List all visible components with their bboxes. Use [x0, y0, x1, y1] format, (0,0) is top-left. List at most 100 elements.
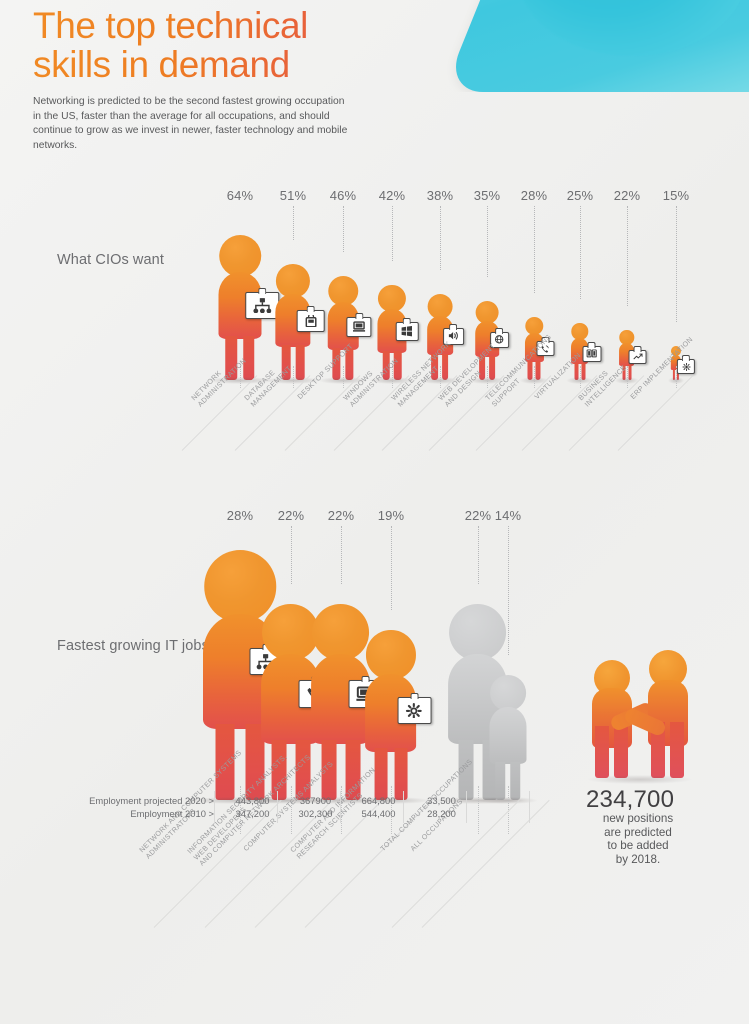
chart1-figure-column: [468, 279, 510, 384]
person-head: [671, 346, 681, 356]
table-row: Employment 2010 > 347,200 302,300 544,400 28…: [62, 807, 473, 820]
person-head: [366, 630, 416, 680]
desktop-icon: [346, 316, 372, 337]
person-leg: [581, 362, 586, 380]
employment-cell: 347,200: [235, 808, 270, 819]
chart2-value-label: 19%: [377, 508, 405, 523]
chart1-axis-tick: [534, 366, 536, 388]
chart2-axis-tick: [291, 786, 293, 834]
chart1-axis-tick: [627, 366, 629, 388]
person-leg: [243, 335, 255, 380]
person-figure: [369, 284, 419, 384]
chart1-leader-line: [534, 206, 535, 293]
employment-table-divider: [403, 791, 404, 823]
chart1-axis-tick: [293, 366, 295, 388]
person-leg: [345, 740, 361, 800]
chart2-value-label: 28%: [226, 508, 254, 523]
chart1-leader-line: [676, 206, 677, 323]
handshake-leg-right-a: [651, 722, 665, 778]
chart1-leader-line: [487, 206, 488, 277]
chart1-axis-tick: [676, 366, 678, 388]
person-leg: [628, 364, 632, 380]
employment-cell: 302,300: [298, 808, 333, 819]
person-leg: [295, 344, 305, 380]
employment-cell: 367900: [299, 795, 332, 806]
handshake-illustration: [586, 648, 696, 784]
person-shadow: [432, 797, 524, 804]
person-head: [262, 603, 320, 661]
chart1-value-label: 28%: [520, 188, 548, 203]
chart2-leader-line: [508, 526, 509, 655]
chart1-value-label: 22%: [613, 188, 641, 203]
employment-cell: 664,800: [361, 795, 396, 806]
person-body: [475, 320, 499, 358]
person-leg: [374, 748, 388, 800]
chart2-leader-line: [391, 526, 392, 611]
chart1-figure-column: [419, 272, 465, 384]
person-leg: [676, 369, 680, 380]
chart1-value-label: 35%: [473, 188, 501, 203]
employment-table-divider: [340, 791, 341, 823]
person-leg: [382, 350, 390, 380]
person-leg: [535, 360, 541, 380]
chart2-axis-tick: [240, 786, 242, 834]
person-figure: [566, 323, 602, 384]
chart1-figure-column: [615, 308, 647, 384]
person-head: [312, 603, 370, 661]
employment-cell: 28,200: [427, 808, 456, 819]
database-icon: [297, 309, 325, 333]
wireless-icon: [443, 327, 465, 345]
callout-number: 234,700: [586, 786, 675, 813]
person-figure: [351, 630, 432, 804]
employment-row-label: Employment projected 2020 >: [89, 795, 214, 806]
person-head: [619, 330, 635, 345]
handshake-person-right: [622, 650, 694, 778]
chart1-leader-line: [627, 206, 628, 307]
chart2-value-label: 22%: [464, 508, 492, 523]
person-leg: [281, 344, 291, 380]
handshake-leg-right-b: [670, 722, 684, 778]
person-leg: [271, 740, 287, 800]
person-leg: [622, 364, 626, 380]
person-shadow: [566, 377, 594, 384]
headline-block: The top technical skills in demand Netwo…: [33, 6, 383, 153]
handshake-shadow: [588, 775, 692, 784]
person-head: [489, 675, 527, 712]
chart1-axis-tick: [440, 366, 442, 388]
chart1-figure-column: [206, 213, 280, 384]
chart2-value-label: 22%: [277, 508, 305, 523]
employment-row-label: Employment 2010 >: [130, 808, 214, 819]
callout-line-4: by 2018.: [615, 852, 661, 866]
chart1-leader-line: [392, 206, 393, 261]
person-leg: [431, 353, 439, 380]
person-figure: [245, 603, 337, 804]
person-leg: [345, 348, 354, 380]
person-leg: [495, 761, 506, 800]
chart2-figure-column: [351, 612, 432, 804]
person-leg: [295, 740, 311, 800]
employment-table-divider: [277, 791, 278, 823]
table-row: Employment projected 2020 > 443,800 367900…: [62, 794, 473, 807]
employment-table-divider: [214, 791, 215, 823]
person-body: [489, 706, 527, 765]
callout-text: new positions are predicted to be added …: [578, 812, 698, 866]
employment-table-divider: [466, 791, 467, 823]
person-leg: [574, 362, 579, 380]
chart1-value-label: 25%: [566, 188, 594, 203]
chart2-axis-tick: [478, 786, 480, 834]
chart2-value-label: 14%: [494, 508, 522, 523]
person-head: [449, 603, 507, 661]
person-leg: [321, 740, 337, 800]
person-shadow: [615, 377, 639, 384]
windows-icon: [395, 322, 419, 341]
chart1-value-label: 64%: [226, 188, 254, 203]
employment-cell: 443,800: [235, 795, 270, 806]
person-leg: [488, 355, 495, 380]
chart1-axis-tick: [240, 366, 242, 388]
person-head: [524, 316, 544, 335]
section-label-cios: What CIOs want: [57, 252, 164, 268]
person-leg: [458, 740, 474, 800]
chart-fastest-growing-it-jobs: 28% 22% 22% 19% 22% 14%: [0, 0, 749, 800]
chart1-axis-tick: [392, 366, 394, 388]
